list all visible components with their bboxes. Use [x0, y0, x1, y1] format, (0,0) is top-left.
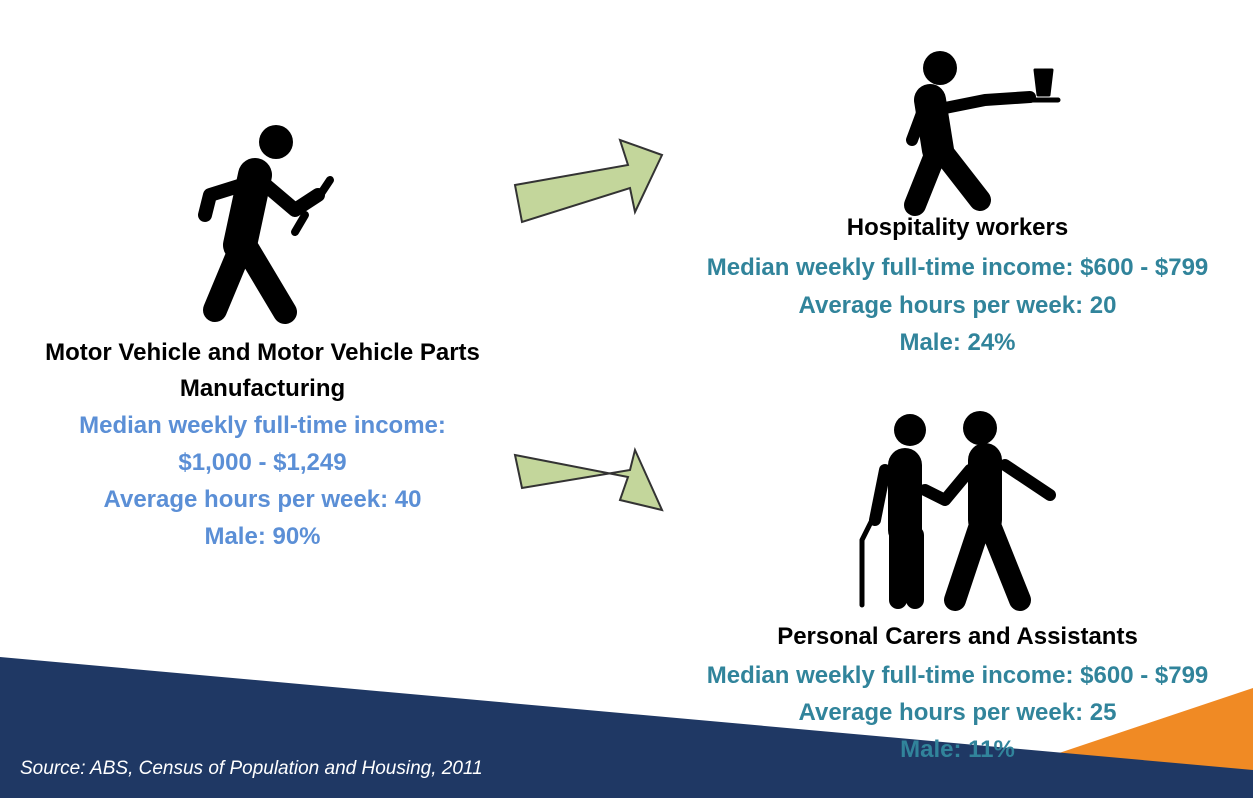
occupation-stat: Male: 24%	[899, 329, 1016, 356]
industry-title: Motor Vehicle and Motor Vehicle Parts Ma…	[45, 339, 480, 402]
navy-band	[0, 657, 1253, 798]
industry-stat: $1,000 - $1,249	[178, 449, 347, 476]
occupation-stat: Average hours per week: 25	[798, 699, 1117, 726]
occupation-stat: Median weekly full-time income: $600 - $…	[706, 254, 1209, 281]
occupation-title: Hospitality workers	[846, 214, 1069, 241]
industry-stat: Male: 90%	[204, 523, 321, 550]
waiter-icon	[904, 51, 1061, 216]
mechanic-icon	[198, 125, 334, 324]
carers-icon	[859, 411, 1056, 611]
industry-stat: Average hours per week: 40	[103, 486, 422, 513]
occupation-stat: Male: 11%	[900, 736, 1015, 763]
arrow	[513, 446, 664, 512]
industry-stat: Median weekly full-time income:	[79, 412, 446, 439]
source-note: Source: ABS, Census of Population and Ho…	[20, 758, 483, 779]
occupation-stat: Median weekly full-time income: $600 - $…	[706, 662, 1209, 689]
occupation-title: Personal Carers and Assistants	[777, 623, 1138, 650]
arrow	[513, 138, 664, 224]
occupation-stat: Average hours per week: 20	[798, 292, 1117, 319]
